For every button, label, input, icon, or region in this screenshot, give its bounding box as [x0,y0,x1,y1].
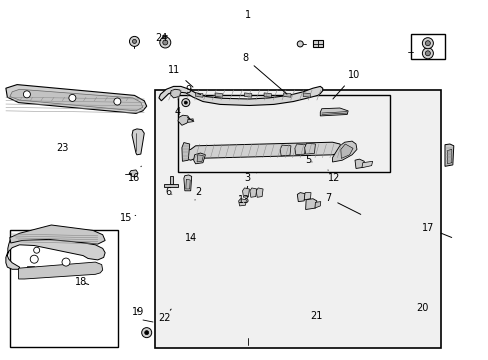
Polygon shape [244,93,251,97]
Text: 2: 2 [195,187,201,200]
Polygon shape [46,266,54,269]
Polygon shape [312,40,322,47]
Text: 22: 22 [158,309,171,323]
Circle shape [132,39,136,44]
Polygon shape [197,155,203,162]
Bar [410,34,444,59]
Bar [178,95,389,172]
Polygon shape [361,161,372,168]
Circle shape [184,101,187,104]
Circle shape [23,91,30,98]
Polygon shape [294,144,305,155]
Polygon shape [132,129,144,155]
Circle shape [425,41,429,46]
Polygon shape [305,199,316,210]
Text: 23: 23 [56,143,68,153]
Text: 20: 20 [415,303,427,313]
Text: 13: 13 [238,186,250,205]
Text: 15: 15 [120,213,135,223]
Polygon shape [19,262,102,279]
Text: 9: 9 [184,85,200,95]
Text: 5: 5 [305,155,311,165]
Polygon shape [185,179,190,189]
Polygon shape [183,175,191,191]
Polygon shape [242,188,249,197]
Polygon shape [182,143,189,161]
Circle shape [297,41,303,47]
Text: 8: 8 [242,53,286,94]
Circle shape [62,258,70,266]
Text: 17: 17 [421,223,451,238]
Polygon shape [283,93,290,97]
Text: 14: 14 [184,233,197,243]
Circle shape [142,328,151,338]
Polygon shape [314,202,320,208]
Circle shape [144,330,148,335]
Polygon shape [354,159,364,168]
Polygon shape [297,193,305,202]
Text: 4: 4 [175,107,193,121]
Polygon shape [85,266,93,269]
Polygon shape [170,89,181,98]
Text: 18: 18 [75,277,88,287]
Circle shape [422,48,432,59]
Polygon shape [178,115,189,125]
Polygon shape [159,86,322,105]
Polygon shape [129,170,138,176]
Circle shape [160,37,170,48]
Text: 6: 6 [164,187,171,197]
Circle shape [129,36,139,46]
Circle shape [30,255,38,263]
Text: 10: 10 [332,70,360,99]
Circle shape [163,40,167,45]
Circle shape [182,99,189,107]
Text: 24: 24 [155,33,167,43]
Polygon shape [256,188,263,197]
Polygon shape [215,93,222,97]
Text: 3: 3 [244,173,256,183]
Circle shape [69,94,76,102]
Polygon shape [303,93,310,97]
Polygon shape [10,89,142,111]
Polygon shape [10,225,105,244]
Polygon shape [304,143,315,154]
Text: 19: 19 [132,307,144,317]
Circle shape [422,38,432,49]
Polygon shape [238,199,246,206]
Polygon shape [27,266,34,269]
Polygon shape [264,93,271,97]
Text: 16: 16 [128,166,141,183]
Polygon shape [195,93,203,97]
Polygon shape [280,145,290,156]
Polygon shape [67,266,75,269]
Text: 1: 1 [244,10,250,20]
Text: 21: 21 [309,311,322,321]
Bar [10,230,118,347]
Polygon shape [169,176,172,184]
Polygon shape [340,144,352,158]
Polygon shape [444,144,453,166]
Circle shape [114,98,121,105]
Text: 12: 12 [327,170,340,183]
Polygon shape [183,142,342,160]
Polygon shape [249,188,256,197]
Polygon shape [332,141,356,162]
Bar [155,90,440,348]
Polygon shape [187,119,193,122]
Circle shape [34,247,40,253]
Polygon shape [163,184,178,187]
Polygon shape [6,85,146,113]
Text: 11: 11 [168,65,193,87]
Polygon shape [6,234,105,269]
Circle shape [425,51,429,56]
Polygon shape [447,149,451,164]
Polygon shape [304,193,310,200]
Text: 7: 7 [325,193,360,214]
Polygon shape [193,153,205,164]
Polygon shape [320,108,347,116]
